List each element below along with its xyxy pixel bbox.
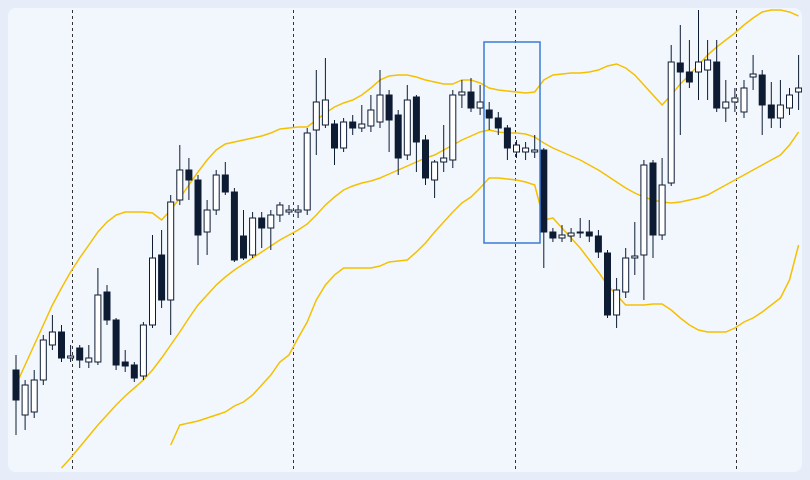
candle-body [58, 331, 65, 359]
candle-body [749, 73, 757, 78]
candle-body [285, 209, 293, 213]
candle-body [422, 139, 429, 179]
candle-body [476, 101, 484, 109]
candle-body [176, 169, 184, 201]
candle-body [303, 132, 311, 211]
candle-body [403, 99, 411, 156]
candle-body [549, 231, 557, 239]
candle-body [21, 384, 29, 416]
candle-body [467, 91, 475, 109]
candles [12, 10, 802, 435]
candle-body [640, 164, 648, 256]
candle-body [367, 109, 375, 127]
candle-body [558, 234, 566, 239]
candle-body [713, 61, 721, 109]
candle-body [695, 61, 702, 73]
candle-body [776, 104, 784, 119]
candle-body [294, 209, 302, 213]
candle-body [48, 331, 56, 346]
candle-body [130, 364, 138, 379]
candle-body [758, 74, 766, 106]
candle-body [649, 162, 657, 236]
candle-body [540, 149, 548, 233]
candle-body [458, 91, 466, 96]
candle-body [412, 96, 420, 143]
candle-body [321, 99, 329, 126]
candle-body [585, 231, 593, 237]
plot-panel [8, 8, 802, 472]
candle-body [567, 232, 575, 237]
candle-body [240, 235, 247, 259]
candle-body [767, 104, 775, 119]
candle-body [786, 94, 793, 109]
candle-body [76, 347, 84, 361]
candle-body [194, 179, 202, 236]
candle-body [513, 144, 520, 153]
candle-body [594, 235, 602, 253]
candle-body [249, 217, 257, 256]
candle-body [221, 174, 229, 193]
candle-body [85, 357, 93, 363]
candle-body [167, 201, 175, 301]
candle-body [494, 117, 502, 129]
candle-body [613, 289, 621, 316]
candle-body [267, 214, 275, 229]
candle-body [631, 255, 639, 259]
highlight-box [483, 41, 541, 244]
band-line [60, 129, 800, 469]
candle-body [503, 127, 511, 149]
candle-body [667, 61, 675, 184]
candle-body [449, 94, 457, 161]
candle-body [658, 184, 666, 236]
candle-body [722, 101, 730, 109]
candle-body [103, 291, 111, 321]
candle-body [230, 191, 238, 261]
candle-body [39, 339, 47, 381]
candle-body [203, 209, 211, 233]
candle-body [139, 324, 147, 377]
candle-body [276, 204, 284, 216]
candle-body [795, 87, 802, 93]
candle-body [312, 101, 320, 131]
candle-body [604, 252, 611, 316]
candle-body [12, 369, 20, 401]
candle-body [385, 94, 393, 121]
candle-body [340, 121, 348, 149]
candle-body [30, 379, 38, 413]
candle-body [685, 71, 693, 83]
candle-body [331, 123, 338, 149]
candle-body [212, 174, 220, 211]
candle-body [622, 257, 630, 293]
candle-body [121, 361, 129, 367]
candle-body [158, 254, 166, 301]
session-separators [72, 10, 737, 470]
candle-body [440, 157, 448, 163]
candle-body [731, 97, 739, 103]
candle-body [431, 161, 439, 181]
candle-body [185, 169, 193, 181]
candle-body [358, 123, 366, 129]
candle-body [149, 257, 156, 326]
candle-body [704, 59, 712, 71]
candle-body [94, 294, 102, 363]
candle-body [112, 319, 120, 366]
candle-body [740, 87, 748, 113]
candle-body [258, 217, 266, 229]
candle-body [576, 231, 584, 234]
candle-body [394, 114, 402, 159]
candle-body [522, 147, 530, 153]
candle-body [485, 109, 493, 119]
candle-body [376, 94, 384, 123]
candle-body [349, 121, 357, 129]
candle-body [67, 355, 75, 359]
candle-body [676, 62, 684, 73]
candle-body [531, 149, 539, 153]
